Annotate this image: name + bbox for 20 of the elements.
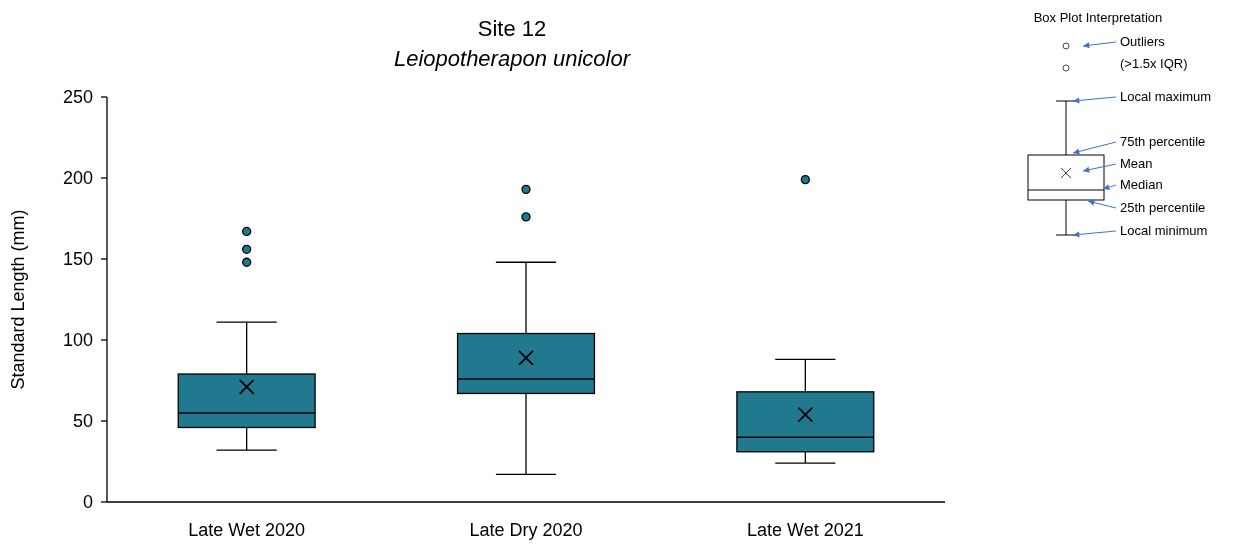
text: 75th percentile: [1120, 134, 1206, 149]
chart-subtitle: Leiopotherapon unicolor: [393, 46, 632, 71]
y-tick-label: 100: [62, 330, 93, 351]
x-tick-label: Late Wet 2021: [746, 520, 864, 540]
x-tick-label: Late Dry 2020: [469, 520, 583, 540]
text: Mean: [1120, 156, 1153, 171]
y-tick-label: 200: [62, 168, 93, 189]
y-tick-label: 150: [62, 249, 93, 270]
text: Median: [1120, 177, 1163, 192]
text: Local minimum: [1120, 223, 1208, 238]
text: Local maximum: [1120, 89, 1212, 104]
y-axis-title: Standard Length (mm): [8, 209, 28, 390]
x-tick-label: Late Wet 2020: [188, 520, 306, 540]
text: 25th percentile: [1120, 200, 1206, 215]
text: Outliers (>1.5x IQR): [1120, 34, 1188, 71]
text: Box Plot Interpretation: [1033, 10, 1163, 25]
y-tick-label: 50: [72, 411, 93, 432]
y-tick-label: 250: [62, 87, 93, 108]
y-tick-label: 0: [82, 492, 93, 513]
chart-title: Site 12: [477, 16, 547, 41]
